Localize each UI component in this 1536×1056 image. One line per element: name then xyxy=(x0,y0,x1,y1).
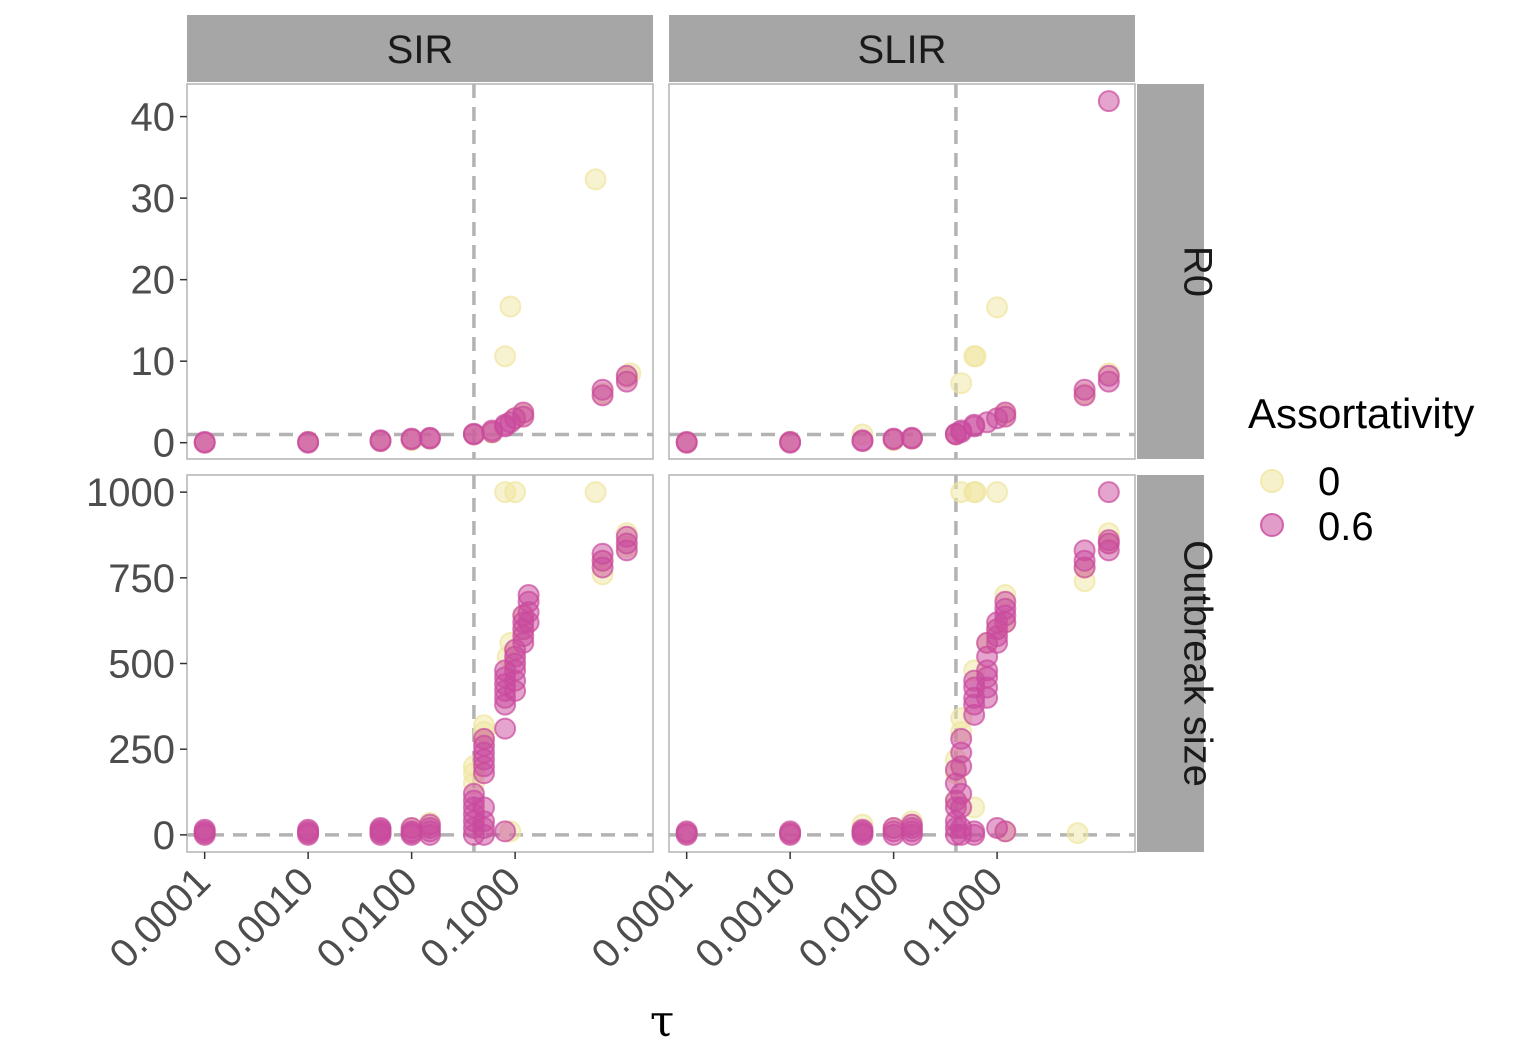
data-point-assortativity-0.6-panel-2-20 xyxy=(418,813,441,836)
y-tick-label: 30 xyxy=(131,177,176,221)
strip-sir xyxy=(187,15,653,82)
data-point-assortativity-0.6-panel-0-5 xyxy=(369,429,392,452)
data-point-assortativity-0-panel-3-14 xyxy=(986,481,1009,504)
data-point-assortativity-0.6-panel-2-3 xyxy=(193,818,216,841)
y-tick-label: 0 xyxy=(153,422,175,466)
data-point-assortativity-0.6-panel-3-59 xyxy=(1097,529,1120,552)
strip-label-slir: SLIR xyxy=(858,28,947,72)
data-point-assortativity-0.6-panel-1-9 xyxy=(900,427,923,450)
panel-layer xyxy=(186,83,1136,853)
y-tick-label: 750 xyxy=(108,557,175,601)
x-tick-label: 0.0010 xyxy=(687,859,805,977)
data-point-assortativity-0.6-panel-0-21 xyxy=(591,378,614,401)
x-tick-label: 0.0001 xyxy=(583,859,701,977)
data-point-assortativity-0.6-panel-3-27 xyxy=(950,782,973,805)
data-point-assortativity-0.6-panel-3-12 xyxy=(882,817,905,839)
data-point-assortativity-0.6-panel-1-19 xyxy=(994,401,1017,424)
y-tick-label: 250 xyxy=(108,728,175,772)
data-point-assortativity-0.6-panel-1-1 xyxy=(675,430,698,453)
data-point-assortativity-0.6-panel-0-9 xyxy=(418,427,441,450)
data-point-assortativity-0-panel-0-13 xyxy=(584,168,607,191)
data-point-assortativity-0-panel-1-6 xyxy=(950,372,973,395)
strip-label-row-1: Outbreak size xyxy=(1176,540,1220,787)
data-point-assortativity-0.6-panel-2-38 xyxy=(494,820,517,843)
x-tick-label: 0.1000 xyxy=(412,859,530,977)
y-tick-label: 40 xyxy=(131,96,176,140)
panel-slir-outbreak-size xyxy=(668,474,1136,853)
data-point-assortativity-0-panel-1-8 xyxy=(964,345,987,368)
x-axis-label: τ xyxy=(650,996,674,1047)
strip-row-1 xyxy=(1137,475,1204,852)
panel-sir-outbreak-size xyxy=(186,474,654,853)
data-point-assortativity-0.6-panel-3-53 xyxy=(994,590,1017,613)
data-point-assortativity-0.6-panel-2-12 xyxy=(369,817,392,839)
data-point-assortativity-0.6-panel-2-31 xyxy=(473,796,495,819)
data-point-assortativity-0.6-panel-3-16 xyxy=(900,813,923,836)
data-point-assortativity-0.6-panel-3-56 xyxy=(1073,539,1096,562)
legend-label-0: 0 xyxy=(1318,460,1340,504)
data-point-assortativity-0-panel-3-12 xyxy=(964,481,987,504)
data-point-assortativity-0.6-panel-0-7 xyxy=(400,427,423,450)
data-point-assortativity-0.6-panel-3-32 xyxy=(963,820,986,843)
data-point-assortativity-0.6-panel-3-5 xyxy=(779,820,802,843)
legend-title: Assortativity xyxy=(1248,390,1474,437)
points-layer xyxy=(193,90,1120,846)
y-tick-label: 1000 xyxy=(86,471,175,515)
data-point-assortativity-0-panel-0-14 xyxy=(494,345,517,368)
data-point-assortativity-0.6-panel-3-2 xyxy=(675,820,698,843)
data-point-assortativity-0.6-panel-2-39 xyxy=(494,717,517,740)
x-tick-label: 0.0100 xyxy=(790,859,908,977)
data-point-assortativity-0.6-panel-0-19 xyxy=(512,401,535,424)
panel-slir-r0 xyxy=(668,83,1136,460)
data-point-assortativity-0.6-panel-2-7 xyxy=(297,818,320,841)
data-point-assortativity-0.6-panel-1-23 xyxy=(1097,364,1120,387)
data-point-assortativity-0.6-panel-3-49 xyxy=(994,820,1017,843)
data-point-assortativity-0.6-panel-3-60 xyxy=(1097,481,1120,504)
strip-row-0 xyxy=(1137,84,1204,459)
x-tick-label: 0.0100 xyxy=(308,859,426,977)
strip-layer: SIR SLIR R0 Outbreak size xyxy=(187,15,1220,852)
strip-label-row-0: R0 xyxy=(1176,246,1220,297)
data-point-assortativity-0.6-panel-1-3 xyxy=(779,430,802,453)
y-tick-label: 500 xyxy=(108,643,175,687)
x-tick-label: 0.0010 xyxy=(205,859,323,977)
y-tick-label: 0 xyxy=(153,814,175,858)
data-point-assortativity-0.6-panel-1-5 xyxy=(851,429,874,452)
data-point-assortativity-0.6-panel-0-3 xyxy=(297,430,320,453)
data-point-assortativity-0.6-panel-0-11 xyxy=(462,422,485,445)
data-point-assortativity-0-panel-0-12 xyxy=(499,295,522,318)
data-point-assortativity-0-panel-2-13 xyxy=(584,481,607,504)
legend-label-0.6: 0.6 xyxy=(1318,505,1374,549)
data-point-assortativity-0.6-panel-2-16 xyxy=(400,817,423,839)
y-tick-label: 20 xyxy=(131,259,176,303)
data-point-assortativity-0.6-panel-3-9 xyxy=(851,818,874,841)
legend-key-0.6 xyxy=(1260,513,1284,537)
legend-key-0 xyxy=(1260,469,1284,493)
data-point-assortativity-0.6-panel-1-7 xyxy=(882,427,905,450)
data-point-assortativity-0.6-panel-2-37 xyxy=(473,727,495,750)
data-point-assortativity-0.6-panel-2-60 xyxy=(517,584,540,606)
data-point-assortativity-0.6-panel-1-21 xyxy=(1073,378,1096,401)
data-point-assortativity-0-panel-2-12 xyxy=(504,481,527,504)
data-point-assortativity-0.6-panel-0-1 xyxy=(193,430,216,453)
data-point-assortativity-0.6-panel-3-30 xyxy=(950,727,973,750)
data-point-assortativity-0.6-panel-1-24 xyxy=(1097,90,1120,113)
legend: Assortativity 0 0.6 xyxy=(1248,390,1474,549)
strip-label-sir: SIR xyxy=(387,28,454,72)
data-point-assortativity-0.6-panel-2-66 xyxy=(615,525,638,548)
data-point-assortativity-0.6-panel-2-63 xyxy=(591,542,614,565)
data-point-assortativity-0-panel-1-9 xyxy=(986,296,1009,319)
data-point-assortativity-0-panel-3-24 xyxy=(1066,822,1089,845)
panel-sir-r0 xyxy=(186,83,654,460)
strip-slir xyxy=(669,15,1135,82)
y-tick-label: 10 xyxy=(131,340,176,384)
x-tick-label: 0.1000 xyxy=(894,859,1012,977)
data-point-assortativity-0.6-panel-0-23 xyxy=(615,364,638,387)
x-tick-label: 0.0001 xyxy=(101,859,219,977)
